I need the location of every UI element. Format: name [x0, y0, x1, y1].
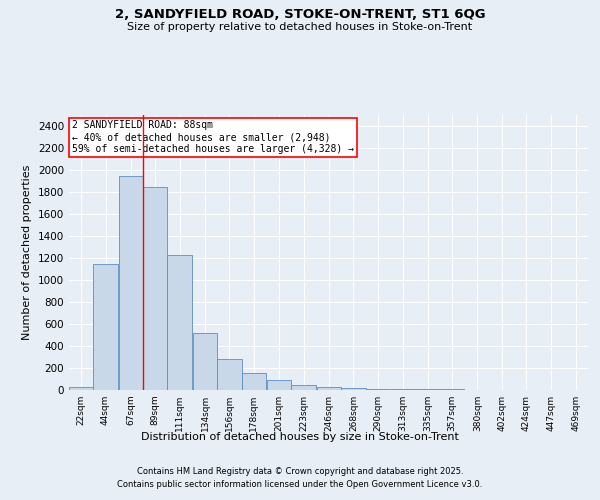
Y-axis label: Number of detached properties: Number of detached properties — [22, 165, 32, 340]
Bar — [317, 386, 341, 390]
Bar — [365, 389, 390, 390]
Bar — [119, 176, 143, 390]
Text: Contains public sector information licensed under the Open Government Licence v3: Contains public sector information licen… — [118, 480, 482, 489]
Bar — [69, 386, 94, 390]
Bar — [94, 264, 118, 390]
Text: 2, SANDYFIELD ROAD, STOKE-ON-TRENT, ST1 6QG: 2, SANDYFIELD ROAD, STOKE-ON-TRENT, ST1 … — [115, 8, 485, 20]
Bar — [242, 373, 266, 390]
Text: 2 SANDYFIELD ROAD: 88sqm
← 40% of detached houses are smaller (2,948)
59% of sem: 2 SANDYFIELD ROAD: 88sqm ← 40% of detach… — [71, 120, 353, 154]
Text: Distribution of detached houses by size in Stoke-on-Trent: Distribution of detached houses by size … — [141, 432, 459, 442]
Bar — [292, 384, 316, 390]
Bar — [193, 333, 217, 390]
Text: Contains HM Land Registry data © Crown copyright and database right 2025.: Contains HM Land Registry data © Crown c… — [137, 467, 463, 476]
Text: Size of property relative to detached houses in Stoke-on-Trent: Size of property relative to detached ho… — [127, 22, 473, 32]
Bar — [267, 380, 292, 390]
Bar — [143, 186, 167, 390]
Bar — [167, 254, 192, 390]
Bar — [341, 388, 365, 390]
Bar — [217, 359, 242, 390]
